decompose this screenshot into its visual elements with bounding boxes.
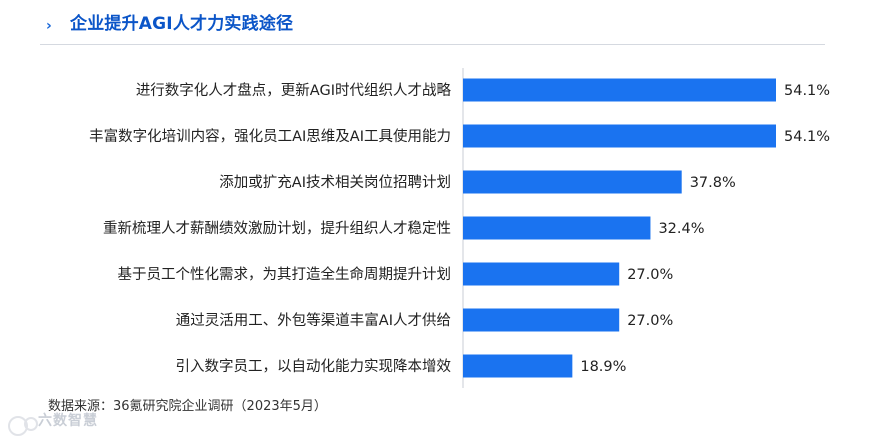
data-label: 18.9%	[580, 359, 626, 375]
bar	[463, 170, 682, 194]
category-label: 丰富数字化培训内容，强化员工AI思维及AI工具使用能力	[89, 127, 451, 145]
bar	[463, 124, 776, 148]
chart-header: › 企业提升AGI人才力实践途径	[0, 0, 879, 46]
bar	[463, 308, 620, 332]
data-label: 54.1%	[784, 129, 830, 145]
data-label: 37.8%	[690, 175, 736, 191]
bar	[463, 78, 776, 102]
chevron-right-icon: ›	[46, 18, 52, 34]
bar	[463, 354, 573, 378]
chart-title: 企业提升AGI人才力实践途径	[70, 14, 294, 34]
bar	[463, 216, 651, 240]
title-divider	[40, 44, 825, 45]
data-label: 32.4%	[658, 221, 704, 237]
data-source-note: 数据来源：36氪研究院企业调研（2023年5月）	[48, 399, 327, 414]
watermark-logo-icon	[8, 416, 38, 436]
data-label: 54.1%	[784, 83, 830, 99]
data-label: 27.0%	[627, 313, 673, 329]
category-label: 进行数字化人才盘点，更新AGI时代组织人才战略	[136, 81, 452, 99]
category-label: 通过灵活用工、外包等渠道丰富AI人才供给	[176, 311, 451, 329]
watermark-text: 六数智慧	[38, 413, 98, 429]
category-label: 基于员工个性化需求，为其打造全生命周期提升计划	[118, 265, 452, 283]
category-label: 添加或扩充AI技术相关岗位招聘计划	[219, 174, 451, 191]
data-label: 27.0%	[627, 267, 673, 283]
category-label: 引入数字员工，以自动化能力实现降本增效	[176, 358, 452, 375]
bar	[463, 262, 620, 286]
category-label: 重新梳理人才薪酬绩效激励计划，提升组织人才稳定性	[103, 220, 451, 237]
